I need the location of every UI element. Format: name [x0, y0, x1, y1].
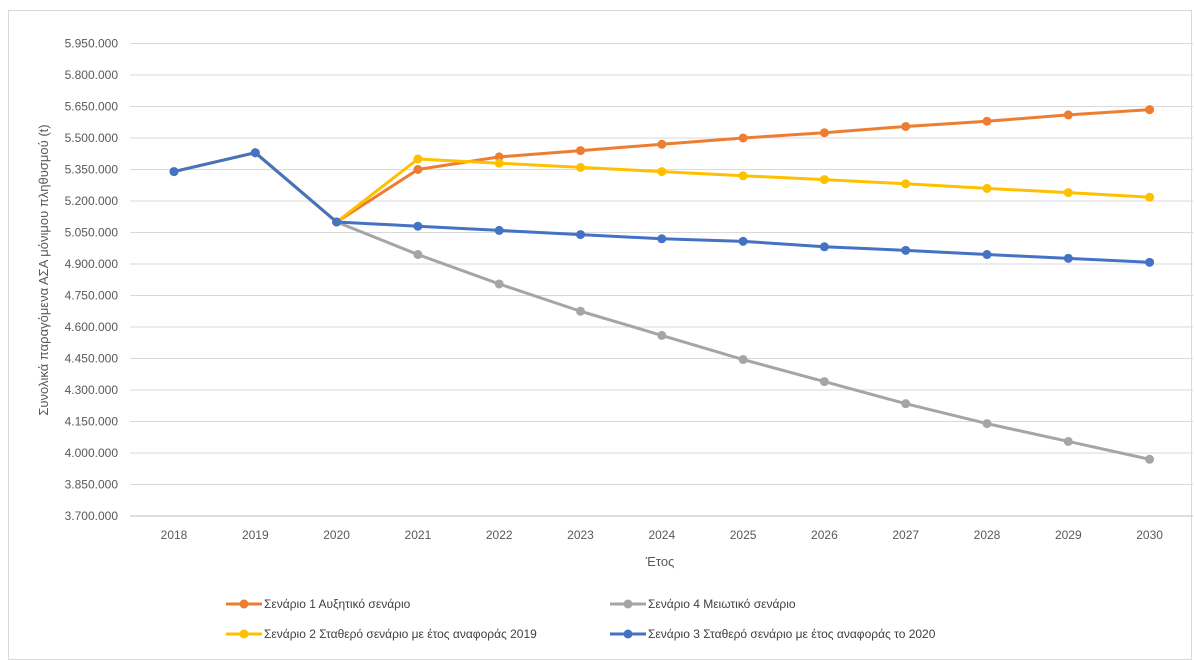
x-tick-label: 2024 [648, 528, 675, 542]
data-point [413, 165, 423, 174]
chart-area [8, 10, 1192, 660]
data-point [819, 377, 829, 387]
data-point [819, 242, 829, 252]
data-point [1145, 105, 1155, 115]
x-axis-title: Έτος [645, 554, 675, 569]
data-point [332, 217, 342, 227]
data-point [1145, 454, 1155, 464]
x-tick-label: 2029 [1055, 528, 1082, 542]
y-tick-label: 4.000.000 [65, 446, 119, 460]
data-point [494, 279, 504, 289]
x-tick-label: 2019 [242, 528, 269, 542]
data-point [738, 171, 748, 181]
legend-label: Σενάριο 4 Μειωτικό σενάριο [648, 597, 796, 611]
x-tick-label: 2023 [567, 528, 594, 542]
series-line [172, 108, 1152, 224]
data-point [738, 133, 748, 143]
x-tick-label: 2026 [811, 528, 838, 542]
data-point [413, 250, 423, 260]
data-point [1145, 257, 1155, 267]
x-tick-label: 2028 [974, 528, 1001, 542]
data-point [1063, 436, 1073, 446]
x-tick-label: 2027 [892, 528, 919, 542]
data-point [494, 158, 504, 168]
data-point [738, 236, 748, 246]
y-tick-label: 5.500.000 [65, 131, 119, 145]
data-point [494, 225, 504, 235]
data-point [576, 306, 585, 316]
y-tick-label: 4.600.000 [65, 320, 119, 334]
data-point [819, 175, 829, 185]
data-point [576, 162, 585, 172]
legend-label: Σενάριο 2 Σταθερό σενάριο με έτος αναφορ… [264, 627, 537, 641]
data-point [576, 146, 585, 156]
legend-swatch-marker [239, 599, 249, 609]
y-tick-label: 5.800.000 [65, 68, 119, 82]
data-point [901, 121, 911, 131]
data-point [657, 139, 667, 149]
data-point [982, 116, 992, 126]
series-line [172, 151, 1152, 461]
data-point [982, 250, 992, 260]
y-tick-label: 4.150.000 [65, 415, 119, 429]
data-point [1063, 253, 1073, 263]
x-tick-label: 2030 [1136, 528, 1163, 542]
x-tick-label: 2020 [323, 528, 350, 542]
data-point [738, 355, 748, 365]
legend-label: Σενάριο 1 Αυξητικό σενάριο [264, 597, 411, 611]
data-point [413, 154, 423, 164]
y-tick-label: 4.900.000 [65, 257, 119, 271]
data-point [1063, 188, 1073, 198]
data-point [1145, 192, 1155, 202]
data-point [982, 183, 992, 193]
data-point [657, 167, 667, 177]
data-point [657, 234, 667, 244]
data-point [494, 152, 504, 162]
y-tick-label: 4.450.000 [65, 352, 119, 366]
legend-swatch-marker [623, 599, 633, 609]
y-tick-label: 5.950.000 [65, 37, 119, 51]
series-line [172, 151, 1152, 224]
data-point [250, 148, 260, 158]
data-point [819, 128, 829, 138]
x-tick-label: 2022 [486, 528, 513, 542]
y-tick-label: 5.200.000 [65, 194, 119, 208]
legend-swatch-marker [623, 629, 633, 639]
data-point [1063, 110, 1073, 120]
x-tick-label: 2025 [730, 528, 757, 542]
data-point [982, 419, 992, 429]
y-tick-label: 4.300.000 [65, 383, 119, 397]
y-tick-label: 5.050.000 [65, 226, 119, 240]
x-tick-label: 2018 [161, 528, 188, 542]
y-tick-label: 5.350.000 [65, 163, 119, 177]
data-point [576, 230, 585, 240]
data-point [169, 167, 179, 177]
y-tick-label: 4.750.000 [65, 289, 119, 303]
data-point [901, 399, 911, 409]
data-point [901, 245, 911, 255]
y-axis-title: Συνολικά παραγόμενα ΑΣΑ μόνιμου πληθυσμο… [36, 124, 51, 415]
y-tick-label: 3.700.000 [65, 509, 119, 523]
data-point [657, 330, 667, 340]
x-tick-label: 2021 [405, 528, 432, 542]
y-tick-label: 3.850.000 [65, 478, 119, 492]
data-point [901, 179, 911, 189]
legend-swatch-marker [239, 629, 249, 639]
data-point [413, 221, 423, 231]
legend-label: Σενάριο 3 Σταθερό σενάριο με έτος αναφορ… [648, 627, 936, 641]
y-tick-label: 5.650.000 [65, 100, 119, 114]
